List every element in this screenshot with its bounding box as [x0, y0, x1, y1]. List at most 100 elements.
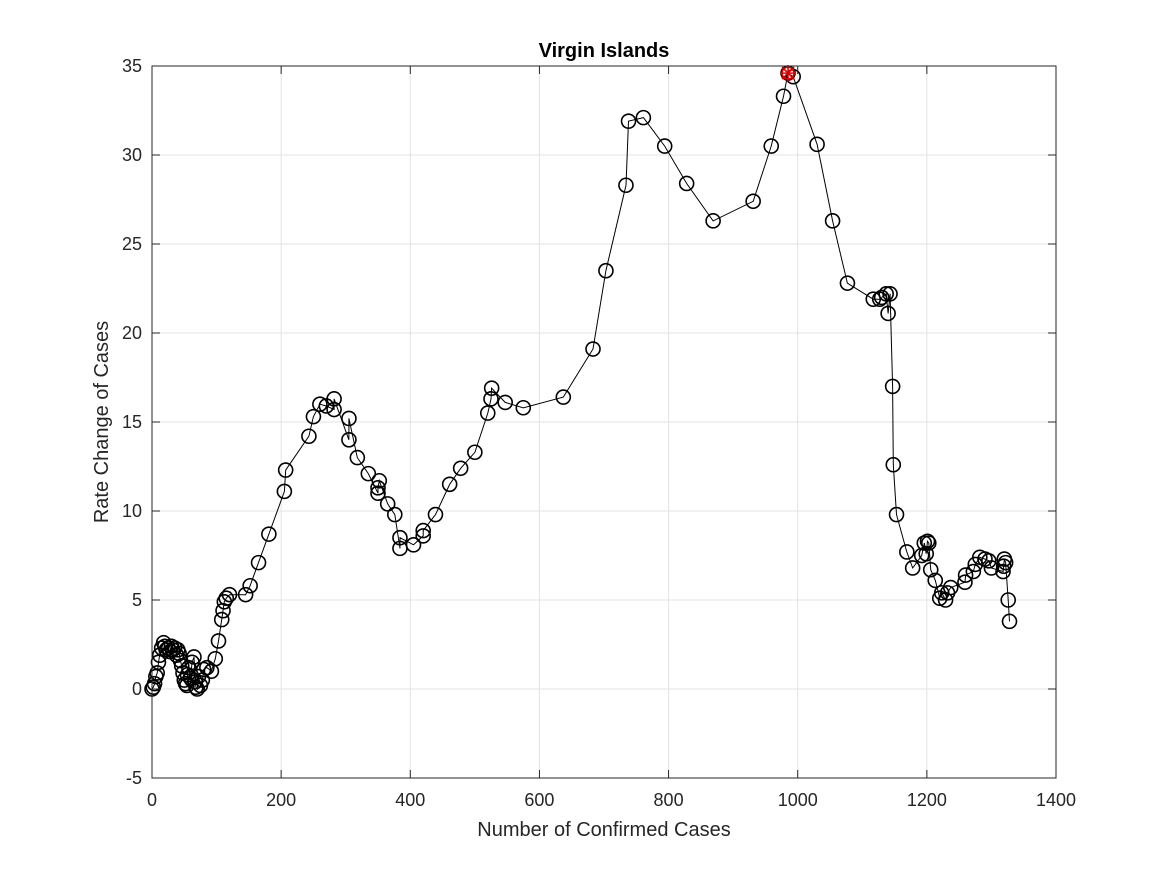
x-tick-label: 0 [147, 790, 157, 810]
data-point [370, 485, 386, 502]
data-point [250, 554, 267, 571]
x-tick-label: 1000 [778, 790, 818, 810]
data-point [678, 175, 695, 192]
data-point [904, 560, 921, 576]
y-tick-label: 10 [122, 501, 142, 521]
data-point [775, 88, 792, 105]
data-point [207, 650, 224, 667]
data-point [218, 590, 235, 607]
data-point [927, 572, 944, 589]
y-tick-label: 20 [122, 323, 142, 343]
data-series [144, 65, 1018, 697]
data-point [386, 506, 403, 523]
y-tick-label: 25 [122, 234, 142, 254]
data-point [585, 341, 601, 357]
data-point [705, 213, 721, 229]
data-point [656, 138, 673, 154]
x-tick-label: 1400 [1036, 790, 1076, 810]
data-point [635, 109, 652, 126]
x-tick-label: 800 [654, 790, 684, 810]
peak-marker [780, 65, 797, 82]
data-point [186, 649, 202, 665]
data-point [210, 633, 227, 649]
y-tick-label: 0 [132, 679, 142, 699]
data-point [326, 391, 342, 407]
data-point [452, 460, 469, 477]
data-point [150, 654, 167, 671]
data-point [1001, 613, 1018, 630]
y-tick-label: -5 [126, 768, 142, 788]
data-point [618, 177, 634, 194]
y-tick-label: 15 [122, 412, 142, 432]
data-point [878, 286, 894, 302]
data-point [824, 213, 841, 229]
y-axis-label: Rate Change of Cases [91, 321, 113, 523]
data-point [441, 476, 458, 493]
data-point [371, 472, 388, 489]
data-point [942, 579, 959, 596]
data-point [899, 544, 915, 560]
data-point [981, 553, 997, 569]
axes-box [151, 65, 1057, 779]
data-point [370, 480, 386, 496]
data-point [166, 640, 183, 656]
data-point [261, 526, 277, 542]
data-point [919, 533, 936, 550]
data-point [965, 563, 982, 580]
data-point [995, 563, 1011, 580]
data-point [997, 554, 1014, 571]
data-point [880, 305, 896, 322]
data-point [277, 462, 294, 478]
data-point [620, 113, 637, 129]
data-point [149, 665, 165, 681]
data-point [873, 289, 890, 306]
data-point [598, 262, 614, 279]
data-point [349, 449, 366, 466]
data-point [515, 399, 532, 416]
data-point [957, 567, 974, 583]
data-point [276, 483, 293, 500]
peak-marker-diag2 [781, 66, 795, 80]
x-tick-label: 600 [524, 790, 554, 810]
data-point [995, 558, 1012, 574]
tick-labels: 0 200 400 600 800 1000 1200 1400-50510152025303… [122, 56, 1076, 810]
data-point [555, 389, 572, 405]
data-point [483, 391, 499, 407]
data-point [146, 675, 163, 692]
data-point [213, 611, 230, 628]
data-point [920, 535, 937, 551]
data-point [242, 577, 258, 594]
data-point [983, 560, 1000, 576]
data-point [885, 456, 902, 473]
data-point [922, 561, 939, 578]
data-point [763, 138, 780, 154]
data-point [341, 410, 357, 427]
data-point [483, 380, 500, 396]
data-point [221, 586, 238, 603]
y-tick-label: 5 [132, 590, 142, 610]
y-tick-label: 35 [122, 56, 142, 76]
data-point [405, 537, 422, 553]
data-point [392, 529, 408, 546]
data-point [467, 444, 483, 461]
y-tick-label: 30 [122, 145, 142, 165]
data-point [916, 535, 933, 551]
data-point [415, 528, 432, 544]
data-point [884, 378, 901, 395]
data-point [888, 506, 905, 523]
data-point [301, 428, 317, 445]
data-point [189, 681, 205, 697]
data-point [497, 394, 514, 411]
chart-title: Virgin Islands [539, 40, 670, 62]
data-point [809, 136, 825, 153]
x-axis-label: Number of Confirmed Cases [477, 819, 730, 841]
data-point [341, 431, 357, 448]
data-point [326, 401, 342, 418]
data-point [379, 496, 396, 512]
data-point [237, 586, 254, 603]
data-point [312, 396, 328, 413]
data-point [479, 405, 496, 421]
data-point [199, 659, 215, 676]
data-point [839, 275, 856, 291]
